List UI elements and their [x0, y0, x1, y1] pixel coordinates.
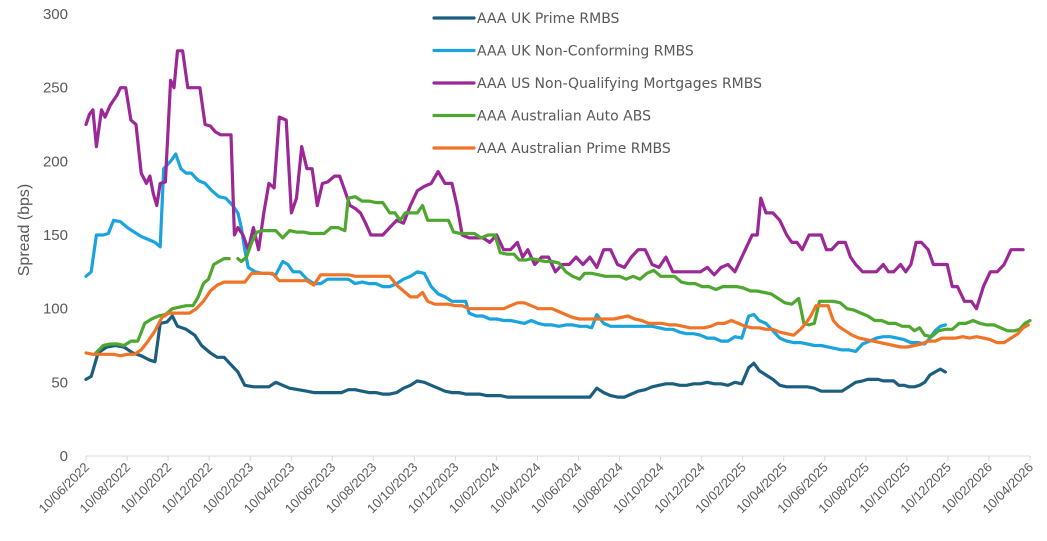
y-tick-label: 200 — [43, 153, 68, 170]
series-layer — [84, 49, 1032, 399]
y-tick-label: 0 — [60, 448, 68, 465]
y-tick-label: 250 — [43, 80, 68, 97]
series-line — [92, 257, 231, 356]
y-tick-label: 300 — [43, 6, 68, 23]
y-tick-label: 50 — [51, 374, 68, 391]
x-axis: 10/06/202210/08/202210/10/202210/12/2022… — [35, 456, 1036, 516]
legend-label: AAA US Non-Qualifying Mortgages RMBS — [477, 76, 762, 92]
y-axis-title: Spread (bps) — [16, 184, 33, 277]
legend-label: AAA Australian Prime RMBS — [477, 141, 671, 157]
series-line — [84, 314, 948, 399]
series-line — [84, 49, 1025, 311]
series-line — [236, 195, 1032, 339]
y-tick-label: 100 — [43, 301, 68, 318]
series-aaa-us-non-qualifying-mortgages-rmbs — [84, 49, 1025, 311]
series-aaa-uk-non-conforming-rmbs — [84, 152, 948, 353]
legend-background — [425, 3, 785, 168]
legend-label: AAA UK Non-Conforming RMBS — [477, 44, 694, 60]
series-line — [84, 271, 1030, 358]
series-line — [84, 152, 948, 353]
y-axis: 0 50 100 150 200 250 300 — [43, 6, 68, 465]
series-aaa-uk-prime-rmbs — [84, 314, 948, 399]
legend-label: AAA UK Prime RMBS — [477, 11, 620, 27]
legend-label: AAA Australian Auto ABS — [477, 109, 651, 125]
legend: AAA UK Prime RMBS AAA UK Non-Conforming R… — [425, 3, 785, 168]
series-aaa-australian-prime-rmbs — [84, 271, 1030, 358]
y-tick-label: 150 — [43, 227, 68, 244]
